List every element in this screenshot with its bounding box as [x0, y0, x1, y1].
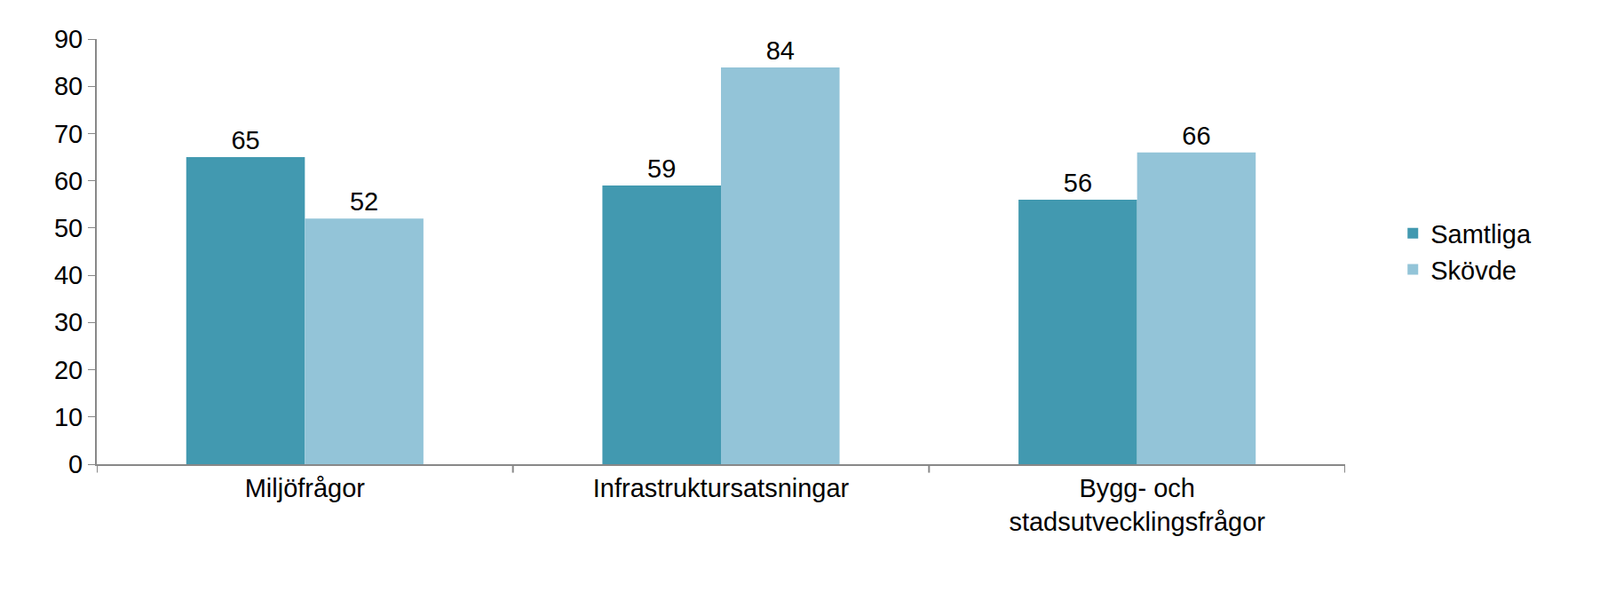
svg-text:20: 20: [54, 356, 83, 385]
svg-text:90: 90: [54, 24, 83, 54]
svg-text:66: 66: [1181, 121, 1211, 151]
svg-text:Miljöfrågor: Miljöfrågor: [245, 474, 366, 503]
svg-text:10: 10: [54, 403, 83, 432]
svg-text:Infrastruktursatsningar: Infrastruktursatsningar: [593, 474, 850, 503]
svg-text:30: 30: [54, 308, 83, 337]
svg-text:40: 40: [54, 261, 83, 290]
svg-text:0: 0: [68, 450, 83, 479]
svg-text:84: 84: [766, 36, 795, 65]
svg-text:50: 50: [54, 213, 83, 243]
svg-text:Skövde: Skövde: [1430, 256, 1517, 286]
svg-text:Samtliga: Samtliga: [1430, 220, 1532, 249]
svg-text:59: 59: [647, 154, 676, 183]
svg-text:65: 65: [230, 126, 260, 155]
svg-text:Bygg- ochstadsutvecklingsfrågo: Bygg- ochstadsutvecklingsfrågor: [1008, 474, 1266, 537]
svg-text:80: 80: [54, 71, 83, 101]
svg-text:60: 60: [54, 166, 83, 196]
svg-text:52: 52: [349, 187, 379, 216]
svg-text:70: 70: [54, 119, 83, 149]
svg-text:56: 56: [1063, 168, 1093, 198]
